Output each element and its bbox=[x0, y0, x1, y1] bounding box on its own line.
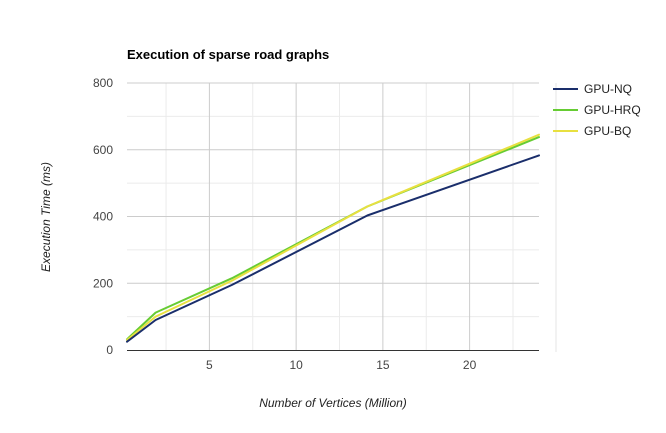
series-line-gpu-hrq bbox=[126, 136, 540, 341]
x-tick-labels: 5 10 15 20 bbox=[206, 358, 477, 372]
x-tick-label: 5 bbox=[206, 358, 213, 372]
series-line-gpu-nq bbox=[126, 154, 540, 343]
major-gridlines bbox=[127, 82, 539, 350]
y-axis-title: Execution Time (ms) bbox=[39, 162, 53, 272]
legend-label-gpu-bq: GPU-BQ bbox=[584, 124, 631, 138]
x-tick-label: 10 bbox=[289, 358, 303, 372]
legend: GPU-NQ GPU-HRQ GPU-BQ bbox=[553, 82, 641, 138]
y-tick-label: 400 bbox=[93, 210, 113, 224]
x-axis-title: Number of Vertices (Million) bbox=[259, 396, 407, 410]
x-tick-label: 15 bbox=[376, 358, 390, 372]
series-lines bbox=[126, 133, 540, 343]
legend-label-gpu-hrq: GPU-HRQ bbox=[584, 103, 641, 117]
chart-title: Execution of sparse road graphs bbox=[127, 47, 329, 62]
y-tick-label: 600 bbox=[93, 143, 113, 157]
x-tick-label: 20 bbox=[463, 358, 477, 372]
legend-label-gpu-nq: GPU-NQ bbox=[584, 82, 632, 96]
y-tick-label: 200 bbox=[93, 276, 113, 290]
series-line-gpu-bq bbox=[126, 133, 540, 341]
y-tick-label: 800 bbox=[93, 76, 113, 90]
y-tick-labels: 0 200 400 600 800 bbox=[93, 76, 113, 357]
y-tick-label: 0 bbox=[106, 343, 113, 357]
